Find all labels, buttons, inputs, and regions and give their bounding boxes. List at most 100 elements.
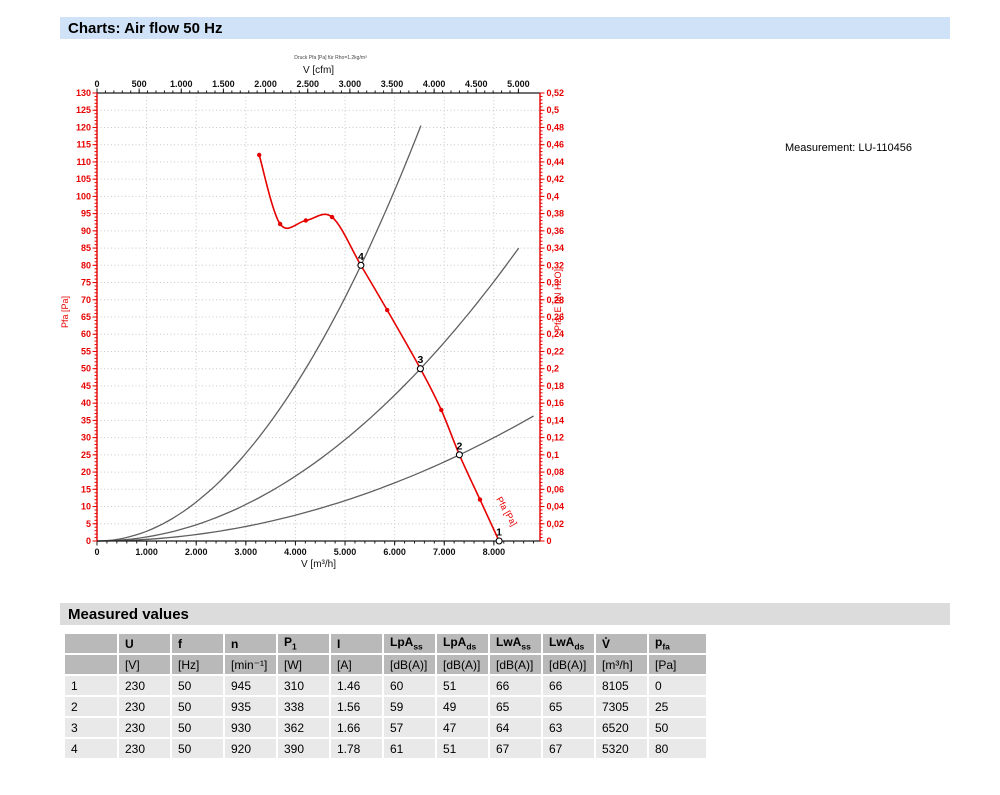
value-cell: 945 — [225, 676, 276, 695]
measure-dot — [303, 218, 308, 223]
value-cell: 230 — [119, 718, 170, 737]
svg-text:0,4: 0,4 — [547, 191, 560, 201]
svg-text:0,26: 0,26 — [547, 312, 565, 322]
table-row: 1 230 50 945 310 1.46 60 51 66 66 8105 0 — [65, 676, 706, 695]
svg-text:75: 75 — [81, 278, 91, 288]
svg-text:2: 2 — [456, 440, 462, 452]
value-cell: 65 — [543, 697, 594, 716]
svg-text:V [m³/h]: V [m³/h] — [301, 559, 336, 570]
fan-pressure-curve — [257, 152, 502, 544]
col-header-6: LpAds — [437, 634, 488, 653]
value-cell: 25 — [649, 697, 706, 716]
col-header-9: V̊ — [596, 634, 647, 653]
svg-text:5.000: 5.000 — [507, 79, 530, 89]
value-cell: 60 — [384, 676, 435, 695]
unit-cell-5: [A] — [331, 655, 382, 674]
svg-text:4.000: 4.000 — [423, 79, 446, 89]
svg-text:5: 5 — [86, 519, 91, 529]
svg-text:0,36: 0,36 — [547, 226, 565, 236]
unit-cell-1: [V] — [119, 655, 170, 674]
operating-point-marker — [416, 365, 424, 373]
measurement-note: Measurement: LU-110456 — [785, 142, 912, 154]
svg-text:V [cfm]: V [cfm] — [303, 65, 334, 76]
system-resistance-curves — [96, 125, 534, 542]
value-cell: 80 — [649, 739, 706, 758]
chart-grid — [97, 93, 540, 541]
unit-cell-4: [W] — [278, 655, 329, 674]
measure-dot — [329, 214, 335, 220]
value-cell: 64 — [490, 718, 541, 737]
value-cell: 1.78 — [331, 739, 382, 758]
chart-canvas: 0 1.000 2.000 3.000 4.000 5.000 6.000 7.000 8.00… — [60, 55, 565, 570]
col-header-5: LpAss — [384, 634, 435, 653]
value-cell: 50 — [172, 697, 223, 716]
svg-text:6.000: 6.000 — [383, 547, 406, 557]
value-cell: 57 — [384, 718, 435, 737]
svg-text:1.000: 1.000 — [170, 79, 193, 89]
svg-text:0,14: 0,14 — [547, 415, 565, 425]
unit-cell-8: [dB(A)] — [490, 655, 541, 674]
svg-text:2.000: 2.000 — [254, 79, 277, 89]
measure-dot — [257, 152, 262, 158]
svg-text:0,48: 0,48 — [547, 122, 565, 132]
value-cell: 390 — [278, 739, 329, 758]
operating-point-marker — [495, 537, 503, 545]
value-cell: 67 — [543, 739, 594, 758]
svg-text:3.000: 3.000 — [339, 79, 362, 89]
svg-text:3.000: 3.000 — [235, 547, 258, 557]
row-number: 2 — [65, 697, 117, 716]
value-cell: 67 — [490, 739, 541, 758]
svg-text:0: 0 — [86, 536, 91, 546]
svg-text:30: 30 — [81, 433, 91, 443]
unit-cell-11: [Pa] — [649, 655, 706, 674]
value-cell: 47 — [437, 718, 488, 737]
operating-point-marker — [455, 451, 463, 459]
col-header-1: f — [172, 634, 223, 653]
svg-text:0,34: 0,34 — [547, 243, 565, 253]
svg-text:65: 65 — [81, 312, 91, 322]
value-cell: 50 — [172, 718, 223, 737]
value-cell: 920 — [225, 739, 276, 758]
value-cell: 935 — [225, 697, 276, 716]
col-header-4: I — [331, 634, 382, 653]
value-cell: 338 — [278, 697, 329, 716]
svg-text:1.000: 1.000 — [135, 547, 158, 557]
table-row: 2 230 50 935 338 1.56 59 49 65 65 7305 25 — [65, 697, 706, 716]
svg-text:3: 3 — [418, 354, 424, 366]
value-cell: 59 — [384, 697, 435, 716]
svg-text:Pfa_E [IN H2O]: Pfa_E [IN H2O] — [553, 269, 563, 331]
svg-text:4: 4 — [358, 251, 364, 263]
svg-text:0,42: 0,42 — [547, 174, 565, 184]
svg-text:5.000: 5.000 — [334, 547, 357, 557]
unit-cell-3: [min⁻¹] — [225, 655, 276, 674]
operating-point-marker — [357, 261, 365, 269]
col-header-0: U — [119, 634, 170, 653]
value-cell: 50 — [649, 718, 706, 737]
svg-text:40: 40 — [81, 398, 91, 408]
row-number: 3 — [65, 718, 117, 737]
svg-text:35: 35 — [81, 415, 91, 425]
value-cell: 66 — [490, 676, 541, 695]
svg-text:95: 95 — [81, 209, 91, 219]
svg-text:85: 85 — [81, 243, 91, 253]
svg-text:0,38: 0,38 — [547, 209, 565, 219]
svg-text:0,32: 0,32 — [547, 260, 565, 270]
svg-text:0,52: 0,52 — [547, 88, 565, 98]
svg-text:0,16: 0,16 — [547, 398, 565, 408]
airflow-chart: 0 1.000 2.000 3.000 4.000 5.000 6.000 7.000 8.00… — [55, 50, 585, 580]
measure-dot — [277, 221, 283, 227]
svg-text:130: 130 — [76, 88, 91, 98]
unit-cell-7: [dB(A)] — [437, 655, 488, 674]
svg-text:0: 0 — [547, 536, 552, 546]
table-body: 1 230 50 945 310 1.46 60 51 66 66 8105 0 2 230 50 935 33… — [65, 676, 706, 758]
chart-labels: V [cfm] Druck Pfa [Pa] für Rho=1.2kg/m³ V … — [60, 55, 563, 570]
value-cell: 61 — [384, 739, 435, 758]
value-cell: 5320 — [596, 739, 647, 758]
svg-text:55: 55 — [81, 346, 91, 356]
measure-dot — [385, 307, 390, 313]
value-cell: 230 — [119, 697, 170, 716]
svg-text:0: 0 — [94, 79, 99, 89]
measure-dot — [477, 497, 483, 502]
